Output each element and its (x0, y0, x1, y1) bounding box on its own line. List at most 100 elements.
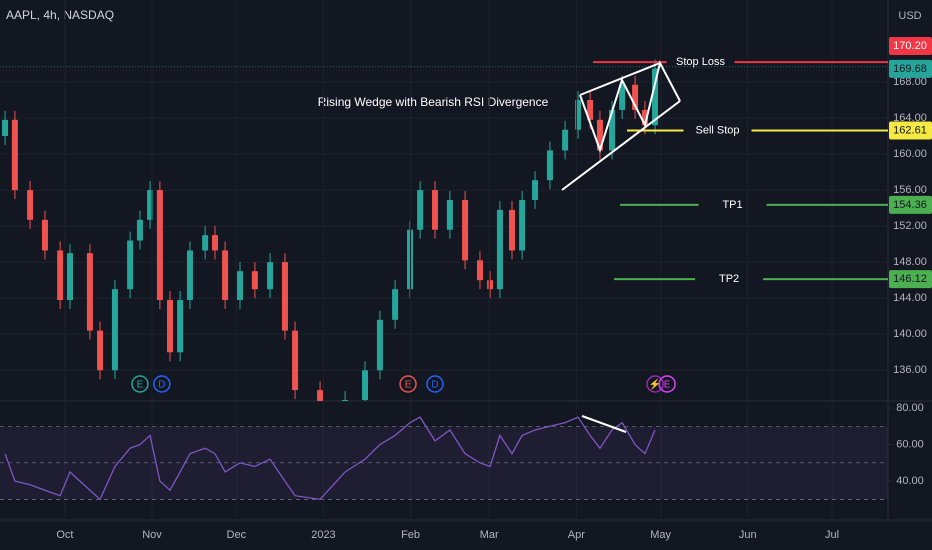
candle-body (446, 200, 453, 230)
candle-body (496, 209, 503, 290)
candle-body (562, 129, 569, 151)
candle-body (41, 219, 48, 251)
candle-body (476, 260, 483, 281)
price-tag-label: 154.36 (893, 199, 927, 211)
event-label: D (158, 380, 165, 391)
y-tick-label: 140.00 (893, 328, 927, 340)
y-tick-label: 160.00 (893, 148, 927, 160)
event-label: E (405, 380, 412, 391)
level-label: TP2 (719, 273, 739, 285)
y-tick-label: 164.00 (893, 112, 927, 124)
event-marker (658, 375, 676, 393)
candle-body (136, 219, 143, 241)
candle-body (97, 330, 104, 371)
x-tick-label: Jul (825, 529, 839, 541)
price-tag-label: 146.12 (893, 273, 927, 285)
candle-body (11, 119, 18, 191)
currency: USD (898, 10, 921, 22)
event-label: E (664, 380, 671, 391)
price-pane (0, 59, 888, 401)
event-marker (131, 375, 149, 393)
candle-body (587, 100, 594, 120)
y-tick-label: 148.00 (893, 256, 927, 268)
price-tag-label: 162.61 (893, 124, 927, 136)
candle-body (641, 109, 648, 126)
y-tick-label: 136.00 (893, 364, 927, 376)
candle-body (147, 190, 154, 220)
rsi-divergence (581, 415, 627, 433)
candle-body (406, 229, 413, 290)
level-label: Stop Loss (676, 56, 725, 68)
rsi-tick-label: 80.00 (896, 402, 924, 414)
rsi-line (4, 416, 656, 501)
annotation: Rising Wedge with Bearish RSI Divergence (318, 95, 549, 109)
x-tick-label: Mar (480, 529, 499, 541)
candle-body (211, 235, 218, 251)
candle-body (317, 390, 324, 401)
x-tick-label: May (650, 529, 671, 541)
price-tag (889, 121, 932, 140)
candle-body (519, 200, 526, 251)
candle-body (362, 370, 369, 400)
candle-body (57, 250, 64, 300)
candle-body (111, 289, 118, 371)
x-tick-label: 2023 (311, 529, 335, 541)
rsi-tick-label: 60.00 (896, 438, 924, 450)
wedge-lower (561, 100, 681, 191)
price-tag (889, 59, 932, 78)
candle-body (392, 289, 399, 320)
candle-body (432, 190, 439, 230)
candle-body (281, 262, 288, 331)
candle-body (236, 271, 243, 300)
rsi-tick-label: 40.00 (896, 475, 924, 487)
candle-body (186, 250, 193, 300)
candle-body (532, 180, 539, 200)
candle-body (86, 253, 93, 331)
candle-body (66, 253, 73, 300)
candle-body (292, 330, 299, 391)
symbol-title: AAPL, 4h, NASDAQ (6, 8, 114, 22)
x-tick-label: Feb (401, 529, 420, 541)
candle-body (376, 319, 383, 371)
candle-body (177, 300, 184, 353)
candle-body (462, 200, 469, 261)
y-tick-label: 168.00 (893, 76, 927, 88)
x-tick-label: Dec (227, 529, 247, 541)
candle-body (267, 262, 274, 290)
y-tick-label: 156.00 (893, 184, 927, 196)
y-tick-label: 152.00 (893, 220, 927, 232)
candle-body (596, 119, 603, 151)
candle-body (127, 240, 134, 290)
candle-body (156, 190, 163, 300)
event-label: E (137, 380, 144, 391)
event-marker (426, 375, 444, 393)
candle-body (509, 209, 516, 251)
candle-body (619, 84, 626, 110)
wedge-zigzag (579, 60, 681, 154)
y-tick-label: 144.00 (893, 292, 927, 304)
wedge-drawing (561, 60, 681, 433)
candle-body (27, 190, 34, 220)
event-marker (646, 375, 664, 393)
candle-body (251, 271, 258, 290)
event-label: D (431, 380, 438, 391)
candle-body (222, 250, 229, 300)
x-tick-label: Oct (56, 529, 73, 541)
level-label: Sell Stop (695, 124, 739, 136)
x-tick-label: Apr (568, 529, 585, 541)
last-price-label: 169.68 (893, 63, 927, 75)
event-label: ⚡ (649, 378, 661, 391)
candle-body (652, 68, 659, 126)
candle-body (342, 400, 349, 401)
x-tick-label: Nov (142, 529, 162, 541)
x-tick-label: Jun (739, 529, 757, 541)
level-label: TP1 (722, 199, 742, 211)
price-tag-label: 170.20 (893, 40, 927, 52)
candle-body (202, 235, 209, 251)
price-tag (889, 270, 932, 289)
candle-body (632, 84, 639, 110)
candle-body (167, 300, 174, 353)
wedge-upper (579, 62, 661, 96)
event-marker (153, 375, 171, 393)
